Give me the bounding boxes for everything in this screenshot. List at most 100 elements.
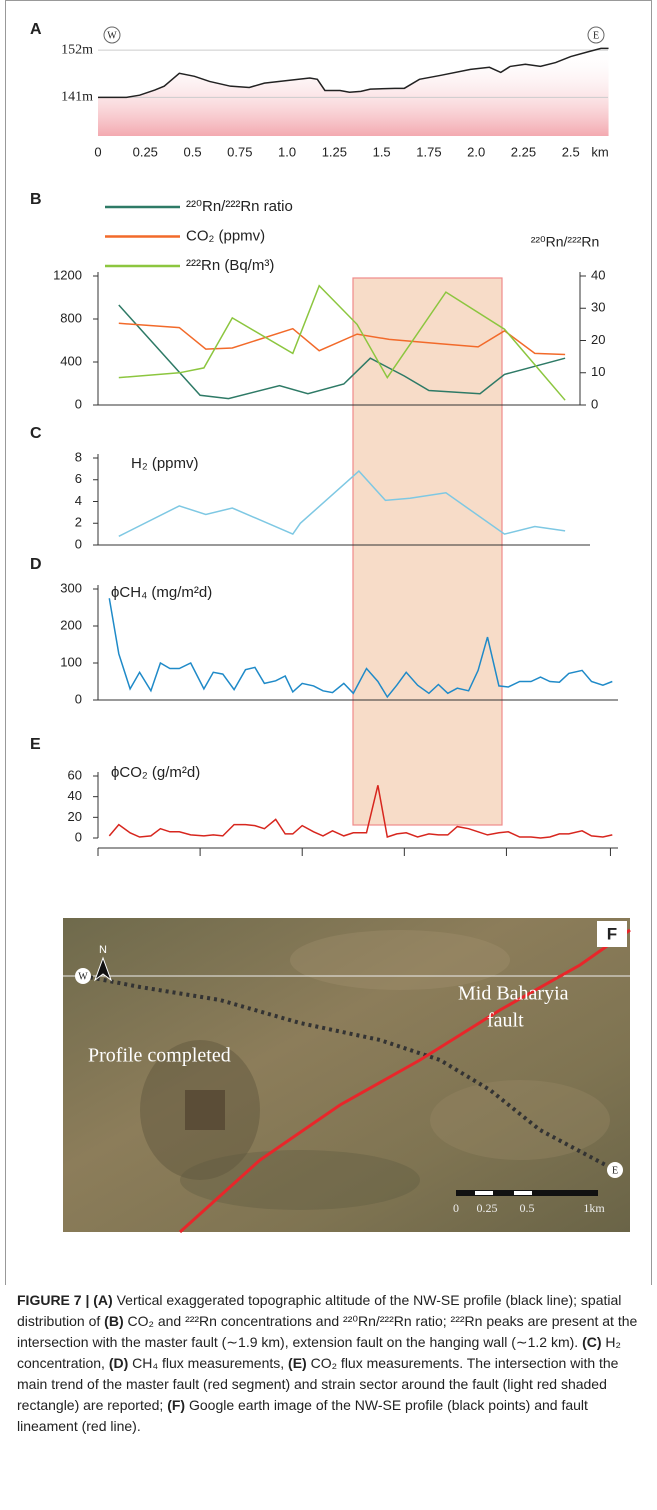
y-tick-label: 100	[60, 654, 82, 669]
x-tick-label: 1.0	[278, 144, 296, 159]
fault-line	[178, 928, 631, 1234]
start-label: W	[78, 971, 88, 982]
panel-label-box	[597, 921, 627, 947]
caption-run: (F)	[167, 1397, 186, 1413]
y2-tick-label: 30	[591, 300, 605, 315]
profile-points	[82, 974, 616, 1172]
y-tick-label: 40	[68, 788, 82, 803]
legend-label: CO₂ (ppmv)	[186, 227, 265, 244]
fault-label: fault	[487, 1010, 524, 1032]
caption: FIGURE 7 | (A) Vertical exaggerated topo…	[17, 1290, 639, 1437]
scale-label: 0	[453, 1201, 459, 1215]
y-tick-label: 8	[75, 449, 82, 464]
terrain	[290, 930, 510, 990]
caption-run: (B)	[104, 1313, 124, 1329]
x-tick-label: 1.25	[322, 144, 347, 159]
y-tick-label: 4	[75, 493, 82, 508]
terrain	[185, 1090, 225, 1130]
caption-run: (C)	[582, 1334, 602, 1350]
terrain	[430, 1080, 610, 1160]
x-tick-label: 0.5	[184, 144, 202, 159]
end-label: E	[612, 1165, 618, 1176]
panel-label: A	[30, 21, 42, 38]
y2-tick-label: 0	[591, 396, 598, 411]
y-tick-label: 20	[68, 809, 82, 824]
profile-end-label: E	[593, 30, 599, 41]
y2-tick-label: 40	[591, 267, 605, 282]
series-label: ϕCH₄ (mg/m²d)	[111, 584, 212, 601]
frame	[5, 0, 652, 1285]
series-line	[118, 470, 566, 537]
panel-label: C	[30, 425, 42, 442]
y-tick-label: 60	[68, 767, 82, 782]
y-tick-label: 6	[75, 471, 82, 486]
x-tick-label: 0.25	[133, 144, 158, 159]
series-label: H₂ (ppmv)	[131, 455, 199, 472]
scale-bar	[475, 1191, 493, 1195]
series-line	[118, 322, 566, 356]
strain-sector	[352, 277, 503, 826]
series-line	[118, 284, 566, 401]
y2-tick-label: 10	[591, 364, 605, 379]
scale-bar	[514, 1191, 532, 1195]
y-tick-label: 800	[60, 310, 82, 325]
north-label: N	[99, 944, 107, 956]
fault-label: Mid Baharyia	[458, 983, 569, 1005]
caption-run: (D)	[108, 1355, 129, 1371]
satellite-panel: F N W E Mid Baharyia fault Profile compl…	[63, 918, 631, 1234]
caption-run: (E)	[288, 1355, 307, 1371]
caption-run: CH₄ flux measurements,	[128, 1355, 289, 1371]
y-tick-label: 2	[75, 515, 82, 530]
x-tick-label: 0	[94, 144, 101, 159]
figure: A 141m 152m 0 0.25 0.5 0.75 1.0 1.25 1.5 1.75 2.0 2.…	[5, 0, 652, 1285]
caption-run: FIGURE 7 | (A)	[17, 1292, 113, 1308]
series-line	[118, 304, 566, 400]
y-tick-label: 0	[75, 536, 82, 551]
y-tick-label: 1200	[53, 267, 82, 282]
legend-label: ²²²Rn (Bq/m³)	[186, 257, 274, 274]
panel-label: D	[30, 556, 42, 573]
caption-run: CO₂ and ²²²Rn concentrations and ²²⁰Rn/²…	[17, 1313, 638, 1350]
y-tick-label: 300	[60, 580, 82, 595]
caption-run: H₂ concentration,	[17, 1334, 621, 1371]
profile-end-marker	[103, 26, 121, 44]
series-line	[108, 598, 613, 699]
y-tick-label: 0	[75, 691, 82, 706]
y-tick-label: 152m	[61, 42, 93, 57]
scale-label: 0.5	[520, 1201, 535, 1215]
x-tick-label: 2.25	[511, 144, 536, 159]
profile-line	[98, 47, 609, 99]
x-tick-label: 0.75	[227, 144, 252, 159]
x-tick-label: 2.0	[467, 144, 485, 159]
y-tick-label: 0	[75, 829, 82, 844]
terrain	[180, 1150, 420, 1210]
profile-end-label: W	[107, 30, 117, 41]
start-marker	[75, 968, 91, 984]
north-arrow	[93, 956, 113, 982]
panel-label: B	[30, 191, 42, 208]
panel-label: F	[607, 924, 617, 943]
caption-run: CO₂ flux measurements. The intersection …	[17, 1355, 619, 1413]
y-tick-label: 400	[60, 353, 82, 368]
profile-end-marker	[587, 26, 605, 44]
y-tick-label: 0	[75, 396, 82, 411]
series-label: ϕCO₂ (g/m²d)	[111, 764, 200, 781]
y2-tick-label: 20	[591, 332, 605, 347]
panel-label: E	[30, 736, 41, 753]
caption-run: Google earth image of the NW-SE profile …	[17, 1397, 588, 1434]
x-axis-label: km	[591, 144, 608, 159]
x-tick-label: 1.5	[373, 144, 391, 159]
legend-label: ²²⁰Rn/²²²Rn ratio	[186, 198, 293, 215]
x-tick-label: 2.5	[562, 144, 580, 159]
x-tick-label: 1.75	[416, 144, 441, 159]
profile-label: Profile completed	[88, 1045, 231, 1067]
series-line	[108, 785, 613, 839]
scale-label: 0.25	[477, 1201, 498, 1215]
end-marker	[607, 1162, 623, 1178]
satellite-image	[63, 918, 630, 1232]
y2-axis-label: ²²⁰Rn/²²²Rn	[531, 234, 600, 250]
caption-run: Vertical exaggerated topographic altitud…	[17, 1292, 622, 1329]
scale-label: 1km	[583, 1201, 605, 1215]
y-tick-label: 200	[60, 617, 82, 632]
